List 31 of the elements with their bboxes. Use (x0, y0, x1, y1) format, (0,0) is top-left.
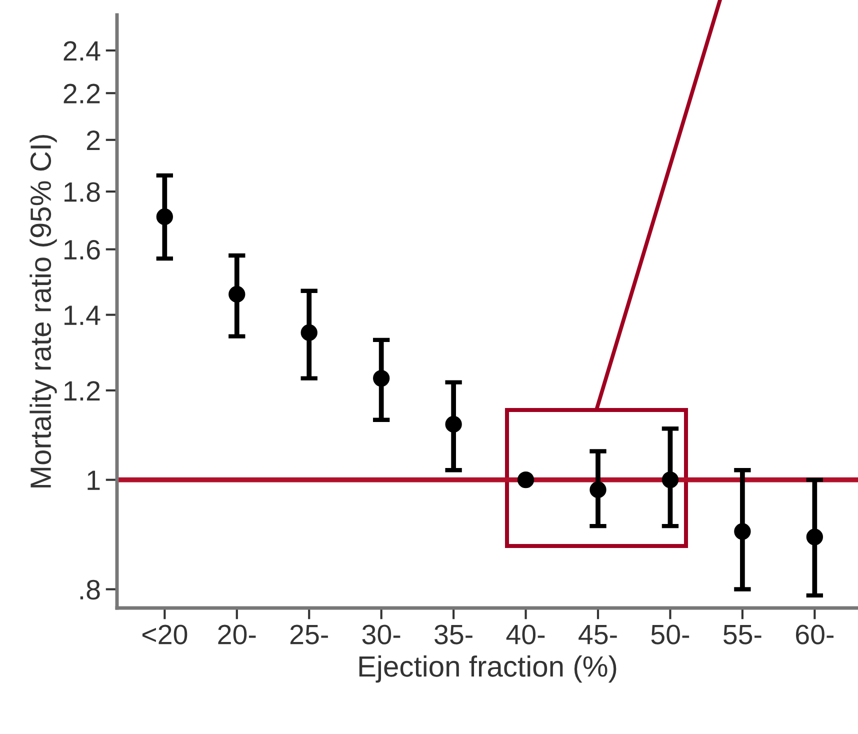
x-tick-label: 40- (506, 624, 545, 644)
point (517, 471, 534, 488)
y-axis-title: Mortality rate ratio (95% CI) (30, 135, 57, 488)
point (156, 208, 173, 226)
x-tick-label: <20 (142, 624, 188, 644)
x-tick-label: 35- (434, 624, 472, 644)
y-tick-label: 1.8 (64, 182, 100, 202)
point (445, 416, 462, 433)
point (734, 523, 751, 540)
x-tick-label: 50- (651, 624, 690, 644)
point (590, 481, 606, 498)
point (228, 286, 246, 303)
point (806, 528, 823, 546)
y-tick-label: 1.2 (64, 381, 100, 400)
x-tick-label: 60- (796, 624, 834, 644)
y-tick-label: 1.4 (64, 306, 100, 325)
x-tick-label: 45- (578, 624, 617, 644)
point (662, 471, 679, 488)
x-tick-label: 20- (218, 624, 256, 644)
point (373, 370, 390, 387)
y-tick-label: 2.2 (64, 84, 100, 104)
x-axis-title: Ejection fraction (%) (359, 655, 616, 683)
y-tick-label: .8 (80, 580, 100, 600)
y-tick-label: 1 (88, 470, 100, 490)
point (300, 324, 318, 341)
x-tick-label: 30- (362, 624, 400, 644)
y-tick-label: 2.4 (64, 41, 100, 61)
x-tick-label: 55- (723, 624, 762, 644)
y-tick-label: 1.6 (64, 240, 100, 260)
x-tick-label: 25- (290, 624, 328, 644)
y-tick-label: 2 (86, 130, 100, 150)
